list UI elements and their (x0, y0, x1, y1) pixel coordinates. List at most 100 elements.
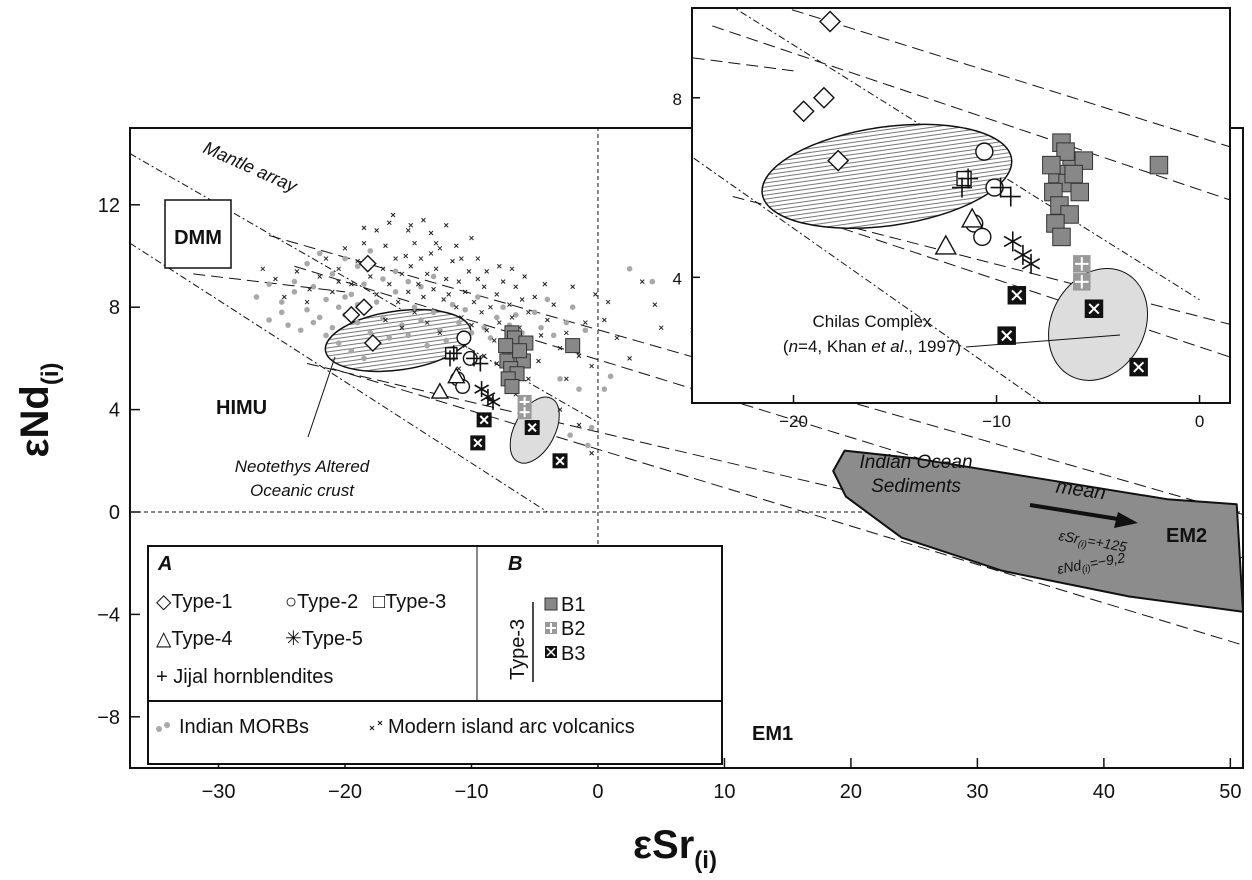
data-point-modern-island-arc-volcanics-stroke (488, 397, 493, 402)
data-point-modern-island-arc-volcanics (383, 243, 388, 249)
chilas-ellipse (1048, 267, 1149, 381)
data-point-indian-morbs (278, 309, 285, 316)
data-point-modern-island-arc-volcanics-stroke (462, 289, 468, 295)
data-point-modern-island-arc-volcanics (383, 317, 388, 323)
data-point-modern-island-arc-volcanics (576, 422, 582, 428)
y-tick-label: 12 (98, 195, 120, 217)
data-point-modern-island-arc-volcanics (393, 256, 398, 261)
legend-arc: Modern island arc volcanics (388, 716, 635, 738)
legend-title-a: A (157, 553, 172, 575)
data-point-type-5-stroke (474, 384, 489, 394)
data-point-b3 (1129, 357, 1148, 377)
data-point-indian-morbs (531, 309, 538, 316)
data-point-modern-island-arc-volcanics (386, 220, 392, 226)
data-point-modern-island-arc-volcanics (496, 263, 502, 269)
data-point-indian-morbs (316, 250, 323, 257)
data-point-indian-morbs (304, 260, 310, 267)
data-point-indian-morbs (607, 373, 614, 380)
data-point-modern-island-arc-volcanics-stroke (342, 245, 348, 251)
data-point-modern-island-arc-volcanics (536, 358, 541, 364)
data-point-type-5 (485, 393, 501, 410)
data-point-modern-island-arc-volcanics-stroke (348, 281, 354, 287)
data-point-modern-island-arc-volcanics (380, 266, 386, 272)
data-point-modern-island-arc-volcanics-stroke (469, 235, 474, 241)
mean-sr-main: εSr (1058, 527, 1082, 546)
data-point-indian-morbs (278, 299, 285, 305)
data-point-indian-morbs (601, 386, 608, 392)
data-point-modern-island-arc-volcanics (424, 320, 430, 325)
data-point-modern-island-arc-volcanics-stroke (494, 361, 500, 366)
data-point-modern-island-arc-volcanics (491, 338, 497, 343)
data-point-indian-morbs (323, 332, 329, 339)
data-point-b2 (1073, 273, 1091, 291)
data-point-modern-island-arc-volcanics (348, 281, 354, 287)
data-point-indian-morbs (316, 314, 323, 321)
data-point-modern-island-arc-volcanics-stroke (390, 212, 396, 218)
data-point-b3-stroke (1001, 330, 1013, 342)
data-point-modern-island-arc-volcanics (355, 258, 361, 264)
data-point-modern-island-arc-volcanics (317, 274, 323, 279)
data-point-modern-island-arc-volcanics-stroke (433, 240, 439, 246)
x-tick-label: −20 (779, 412, 808, 431)
data-point-indian-morbs (487, 335, 494, 341)
data-point-modern-island-arc-volcanics-stroke (380, 266, 386, 272)
data-point-modern-island-arc-volcanics-stroke (536, 358, 541, 364)
data-point-modern-island-arc-volcanics (469, 235, 474, 241)
data-point-modern-island-arc-volcanics-stroke (557, 345, 563, 351)
data-point-jijal-hornblendites (958, 168, 979, 189)
data-point-indian-morbs (550, 332, 557, 339)
data-point-modern-island-arc-volcanics-stroke (433, 266, 439, 272)
data-point-modern-island-arc-volcanics (551, 302, 557, 307)
data-point-modern-island-arc-volcanics (450, 258, 455, 264)
data-point-modern-island-arc-volcanics-stroke (513, 284, 519, 290)
data-point-b3-stroke (555, 456, 565, 466)
data-point-modern-island-arc-volcanics-stroke (412, 309, 417, 315)
data-point-modern-island-arc-volcanics (428, 230, 434, 236)
data-point-modern-island-arc-volcanics (484, 327, 490, 333)
data-point-indian-morbs (449, 301, 456, 308)
data-point-modern-island-arc-volcanics (260, 266, 266, 272)
data-point-modern-island-arc-volcanics (323, 256, 329, 261)
data-point-modern-island-arc-volcanics-stroke (494, 292, 500, 297)
data-point-modern-island-arc-volcanics (433, 240, 439, 246)
data-point-modern-island-arc-volcanics (342, 245, 348, 251)
data-point-modern-island-arc-volcanics (526, 309, 531, 315)
data-point-b3-stroke (1133, 361, 1145, 373)
plot-points-layer (253, 212, 696, 469)
data-point-modern-island-arc-volcanics-stroke (509, 266, 515, 272)
data-point-modern-island-arc-volcanics (593, 292, 598, 297)
data-point-modern-island-arc-volcanics (405, 289, 411, 295)
y-tick-label: −4 (97, 604, 120, 626)
data-point-indian-morbs (386, 335, 393, 341)
neotethys-leader (307, 356, 336, 438)
data-point-modern-island-arc-volcanics-stroke (601, 317, 607, 323)
data-point-b1 (1064, 164, 1083, 184)
mixing-line-1 (784, 8, 1230, 148)
data-point-modern-island-arc-volcanics (542, 281, 548, 287)
data-point-indian-morbs (361, 355, 367, 362)
inset-points-layer (792, 10, 1169, 377)
data-point-indian-morbs (266, 317, 272, 323)
data-point-modern-island-arc-volcanics (408, 263, 414, 269)
data-point-b3 (470, 435, 486, 451)
data-point-indian-morbs (253, 294, 260, 300)
legend-type3-vertical: Type-3 (507, 619, 529, 680)
data-point-modern-island-arc-volcanics (446, 292, 452, 297)
mean-sr-label: εSr(i)=+125 (1057, 527, 1128, 558)
legend-type2: ○Type-2 (285, 591, 358, 613)
data-point-indian-morbs (557, 376, 563, 382)
data-point-indian-morbs (576, 386, 582, 392)
data-point-modern-island-arc-volcanics-stroke (542, 281, 548, 287)
data-point-modern-island-arc-volcanics-stroke (471, 299, 477, 305)
legend-morb-icon-2 (164, 722, 170, 728)
data-point-indian-morbs (538, 324, 544, 331)
data-point-modern-island-arc-volcanics (481, 284, 487, 290)
mean-nd-sub: (i) (1081, 563, 1092, 575)
data-point-modern-island-arc-volcanics-stroke (431, 286, 436, 292)
data-point-modern-island-arc-volcanics (471, 299, 477, 305)
data-point-modern-island-arc-volcanics-stroke (453, 304, 459, 310)
data-point-modern-island-arc-volcanics-stroke (323, 256, 329, 261)
data-point-modern-island-arc-volcanics-stroke (421, 217, 426, 223)
dmm-box (164, 199, 232, 269)
legend-b2: B2 (561, 618, 585, 640)
